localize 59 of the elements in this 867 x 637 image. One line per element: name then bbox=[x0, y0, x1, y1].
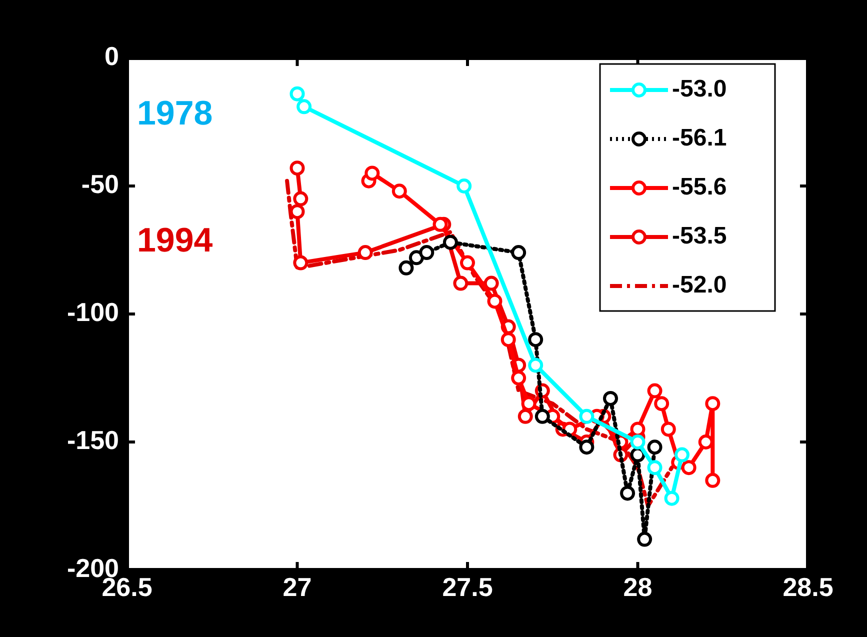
point bbox=[630, 422, 646, 437]
point bbox=[392, 184, 407, 199]
legend-label: -53.0 bbox=[672, 76, 727, 103]
point bbox=[290, 86, 305, 102]
point bbox=[579, 440, 594, 455]
point bbox=[521, 396, 536, 412]
point bbox=[620, 486, 636, 501]
y-tick-label: -150 bbox=[66, 425, 119, 456]
x-tick-label: 28.5 bbox=[782, 572, 834, 602]
point bbox=[442, 234, 458, 250]
annotation: 1994 bbox=[137, 221, 213, 260]
point bbox=[664, 490, 680, 506]
point bbox=[528, 332, 544, 348]
point bbox=[681, 460, 696, 476]
point bbox=[647, 460, 662, 476]
legend-label: -52.0 bbox=[672, 272, 727, 299]
point bbox=[705, 472, 720, 488]
point bbox=[534, 408, 550, 424]
point bbox=[398, 260, 414, 276]
annotation: 1978 bbox=[137, 94, 213, 132]
point bbox=[419, 245, 434, 260]
legend-label: -55.6 bbox=[672, 174, 727, 201]
legend-label: -53.5 bbox=[672, 222, 727, 250]
point bbox=[647, 440, 662, 455]
point bbox=[511, 245, 526, 260]
legend-label: -56.1 bbox=[672, 124, 727, 152]
point bbox=[296, 99, 312, 114]
point bbox=[637, 532, 652, 547]
y-tick-label: -50 bbox=[81, 169, 119, 200]
y-tick-label: -100 bbox=[66, 297, 119, 328]
point bbox=[456, 178, 472, 194]
point bbox=[500, 332, 516, 348]
point bbox=[460, 255, 475, 270]
x-tick-label: 27.5 bbox=[442, 572, 493, 602]
point bbox=[511, 370, 526, 386]
point bbox=[674, 447, 690, 462]
point bbox=[660, 422, 676, 437]
point bbox=[408, 250, 424, 266]
y-tick-label: 0 bbox=[104, 41, 119, 72]
point bbox=[290, 160, 305, 176]
point bbox=[364, 166, 380, 181]
point bbox=[358, 245, 373, 260]
point bbox=[290, 204, 305, 220]
point bbox=[705, 396, 720, 412]
point bbox=[647, 383, 662, 398]
point bbox=[603, 390, 618, 406]
point bbox=[579, 408, 594, 424]
point bbox=[487, 294, 502, 309]
point bbox=[293, 255, 308, 270]
point bbox=[453, 276, 468, 291]
point bbox=[293, 191, 308, 206]
point bbox=[630, 434, 646, 450]
point bbox=[528, 358, 544, 373]
point bbox=[518, 408, 533, 424]
point bbox=[654, 396, 670, 412]
x-tick-label: 27 bbox=[282, 572, 312, 602]
x-tick-label: 28 bbox=[623, 572, 652, 602]
point bbox=[484, 276, 499, 291]
point bbox=[432, 216, 448, 232]
